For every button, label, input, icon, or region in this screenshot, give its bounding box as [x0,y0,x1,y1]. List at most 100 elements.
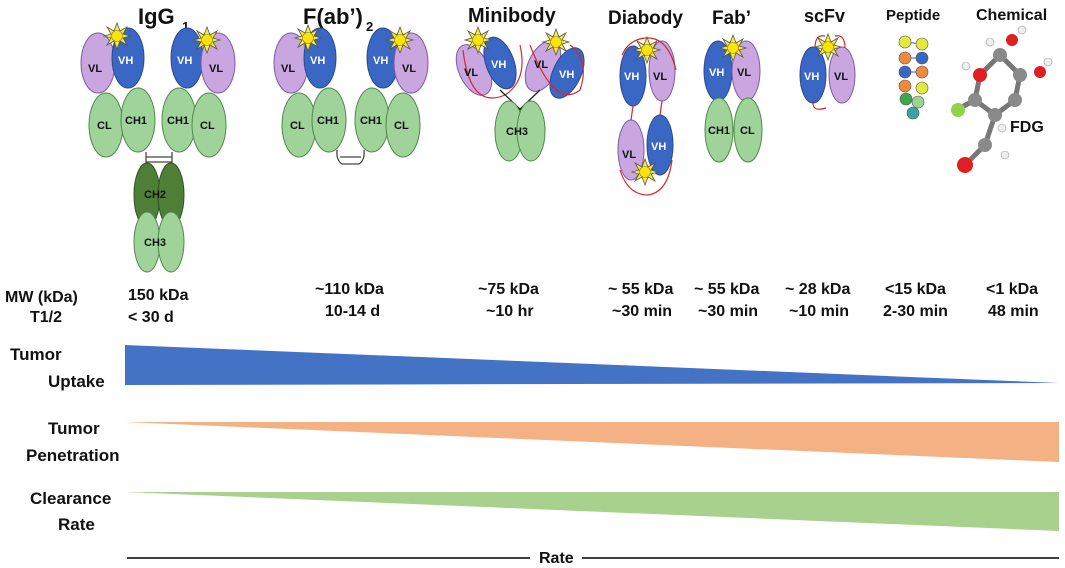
scfv-vl-label: VL [834,71,848,83]
t12-value-fab2: 10-14 d [325,303,380,320]
fab2-vl-right-label: VL [402,63,416,75]
title-igg1: IgG 1 [138,4,189,34]
fdg-atom [997,123,1007,133]
minibody-vl-left-label: VL [464,67,478,79]
peptide-residue [911,95,925,109]
igg1-ch1-right-label: CH1 [167,115,189,127]
fdg-atom [1008,93,1022,107]
t12-value-igg1: < 30 d [128,309,174,326]
diabody-vh-bottom-label: VH [651,141,666,153]
fdg-atom [1013,68,1027,82]
fab2-cl-right [385,92,421,158]
minibody-ch3-right [516,100,546,162]
rate-axis-label-bg [530,548,582,566]
mw-value-fab2: ~110 kDa [315,281,384,298]
title-fab2: F(ab’) 2 [303,4,373,34]
fdg-atom [988,108,1002,122]
tumor-penetration-wedge [125,422,1059,462]
clearance-rate-label-line1: Clearance [30,489,111,508]
t12-value-scfv: ~10 min [789,303,849,320]
clearance-rate-wedge [125,492,1059,531]
igg1-vh-right-label: VH [177,55,192,67]
peptide-residue [898,51,912,65]
diabody-vl-bottom-label: VL [622,149,636,161]
igg1-ch3-label: CH3 [144,237,166,249]
mw-value-scfv: ~ 28 kDa [785,281,850,298]
fdg-atom [1000,150,1010,160]
igg1-cl-right [191,92,227,158]
peptide-residue [915,65,929,79]
fdg-atom [1006,34,1018,46]
peptide-residue [898,35,912,49]
mw-value-igg1: 150 kDa [128,287,189,304]
title-fabp: Fab’ [712,8,751,29]
tumor-uptake-label-line2: Uptake [48,372,105,391]
diabody-vh-top-label: VH [624,71,639,83]
fab2-ch1-right-label: CH1 [360,115,382,127]
mw-value-peptide: <15 kDa [885,281,946,298]
igg1-vh-left-label: VH [118,55,133,67]
tumor-penetration-label-line1: Tumor [48,419,100,438]
scfv-diagram: VH VL [799,33,856,110]
diabody-diagram: VH VL VL VH [617,36,677,196]
peptide-residue [898,65,912,79]
fab2-ch1-left [311,87,347,153]
title-chemical: Chemical [976,7,1047,24]
title-minibody: Minibody [468,5,557,27]
fdg-atom [1017,25,1027,35]
igg1-vh-left [111,27,145,89]
title-diabody: Diabody [608,8,683,29]
fdg-atom [961,61,971,71]
igg1-vl-right-label: VL [209,63,223,75]
fab2-vh-left-label: VH [310,55,325,67]
fabp-cl [733,97,763,163]
t12-value-chemical: 48 min [988,303,1039,320]
title-fab2-name: F(ab’) [303,4,363,29]
scfv-vh-label: VH [804,71,819,83]
t12-value-peptide: 2-30 min [883,303,948,320]
title-igg1-name: IgG [138,4,175,29]
igg1-ch1-left-label: CH1 [125,115,147,127]
fabp-cl-label: CL [740,125,755,137]
igg1-diagram: VL VH VH VL CL CH1 CH1 CL CH2 CH3 [80,22,236,273]
igg1-ch1-left [120,87,156,153]
igg1-vl-left-label: VL [88,63,102,75]
peptide-residue [899,92,913,106]
fab2-cl-left-label: CL [290,120,305,132]
t12-row-label: T1/2 [30,309,62,326]
fdg-atom [978,138,992,152]
fdg-atom [993,48,1007,62]
fabp-diagram: VH VL CH1 CL [703,34,763,163]
igg1-cl-right-label: CL [200,120,215,132]
igg1-ch3-right [157,211,185,273]
fabp-vl-label: VL [737,67,751,79]
rate-axis-label: Rate [539,550,574,567]
fab2-diagram: VL VH VH VL CL CH1 CH1 CL [273,24,429,165]
tumor-penetration-label-line2: Penetration [26,446,120,465]
tumor-uptake-wedge [125,345,1059,385]
mw-value-minibody: ~75 kDa [478,281,539,298]
fdg-atom [1034,66,1046,78]
minibody-vl-right-label: VL [534,59,548,71]
peptide-residue [915,81,929,95]
fab2-vh-right-label: VH [373,55,388,67]
fab2-ch1-left-label: CH1 [317,115,339,127]
mw-row-label: MW (kDa) [5,289,78,306]
minibody-diagram: VL VH VL VH CH3 [455,26,585,162]
fdg-atom [973,68,987,82]
fab2-vl-right [393,32,429,94]
fdg-atom [1043,57,1053,67]
minibody-vh-left [483,36,517,90]
title-scfv: scFv [804,6,845,26]
fabp-ch1 [704,97,734,163]
minibody-vh-right-label: VH [559,69,574,81]
fabp-ch1-label: CH1 [708,125,730,137]
minibody-ch3-label: CH3 [506,126,528,138]
chemical-fdg-diagram: FDG [951,25,1053,173]
fab2-vl-left-label: VL [281,63,295,75]
igg1-ch2-label: CH2 [144,189,166,201]
fdg-atom [957,157,973,173]
igg1-cl-left-label: CL [97,120,112,132]
fab2-cl-right-label: CL [394,120,409,132]
